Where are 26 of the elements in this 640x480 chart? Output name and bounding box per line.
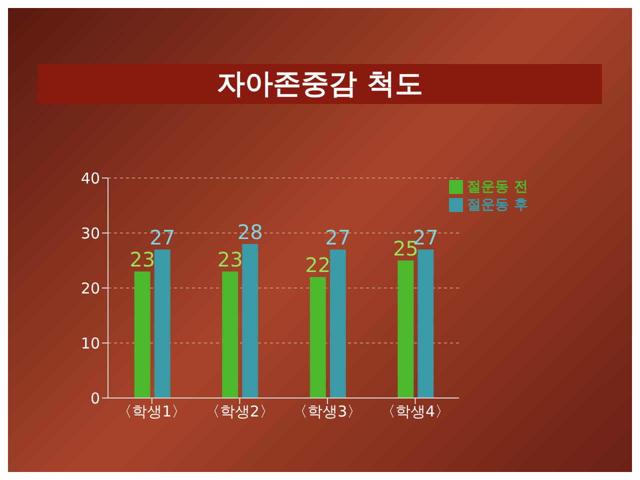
y-tick-label: 10 [80, 334, 100, 352]
x-tick-label: 〈학생1〉 [117, 402, 187, 421]
bar [154, 250, 170, 398]
data-label: 23 [130, 248, 156, 272]
bar [222, 272, 238, 398]
bar [310, 277, 326, 398]
x-tick-label: 〈학생2〉 [204, 402, 274, 421]
data-label: 22 [305, 253, 331, 277]
bar [418, 250, 434, 398]
data-label: 27 [325, 226, 351, 250]
y-tick-label: 40 [80, 169, 100, 188]
legend-label: 절운동 후 [467, 197, 528, 213]
x-tick-label: 〈학생3〉 [292, 402, 362, 421]
bar [398, 260, 414, 398]
legend-label: 절운동 전 [467, 179, 528, 195]
chart-title: 자아존중감 척도 [38, 64, 602, 104]
y-tick-label: 20 [80, 279, 100, 298]
y-tick-label: 30 [80, 224, 100, 242]
x-tick-label: 〈학생4〉 [380, 402, 450, 421]
data-label: 23 [217, 248, 243, 272]
data-label: 28 [237, 220, 263, 244]
y-tick-label: 0 [90, 389, 100, 408]
bar [134, 272, 150, 398]
bar [242, 244, 258, 398]
bar [330, 250, 346, 398]
data-label: 27 [150, 226, 176, 250]
